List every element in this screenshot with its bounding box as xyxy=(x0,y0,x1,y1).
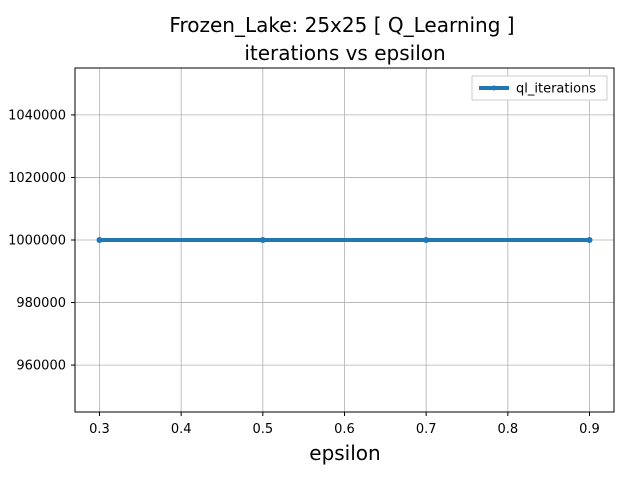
legend: ql_iterations xyxy=(471,75,608,101)
series-layer xyxy=(96,237,593,243)
x-tick-label: 0.4 xyxy=(171,422,192,437)
chart-title-line1: Frozen_Lake: 25x25 [ Q_Learning ] xyxy=(169,13,514,37)
x-tick-label: 0.6 xyxy=(334,422,355,437)
data-point xyxy=(96,237,103,243)
x-tick-label: 0.7 xyxy=(416,422,437,437)
x-axis-label: epsilon xyxy=(309,441,380,465)
y-tick-label: 980000 xyxy=(16,296,66,311)
y-ticks: 960000 980000 1000000 1020000 1040000 xyxy=(8,108,75,374)
x-tick-label: 0.9 xyxy=(579,422,600,437)
y-tick-label: 960000 xyxy=(16,359,66,374)
chart-title-line2: iterations vs epsilon xyxy=(244,41,445,65)
y-tick-label: 1000000 xyxy=(8,234,66,249)
y-tick-label: 1040000 xyxy=(8,108,66,123)
x-ticks: 0.3 0.4 0.5 0.6 0.7 0.8 0.9 xyxy=(89,412,600,437)
legend-label-ql-iterations: ql_iterations xyxy=(516,82,596,97)
x-tick-label: 0.5 xyxy=(252,422,273,437)
legend-marker-ql-iterations xyxy=(491,85,497,91)
data-point xyxy=(586,237,593,243)
x-tick-label: 0.8 xyxy=(497,422,518,437)
y-tick-label: 1020000 xyxy=(8,171,66,186)
data-point xyxy=(423,237,430,243)
data-point xyxy=(259,237,266,243)
x-tick-label: 0.3 xyxy=(89,422,110,437)
